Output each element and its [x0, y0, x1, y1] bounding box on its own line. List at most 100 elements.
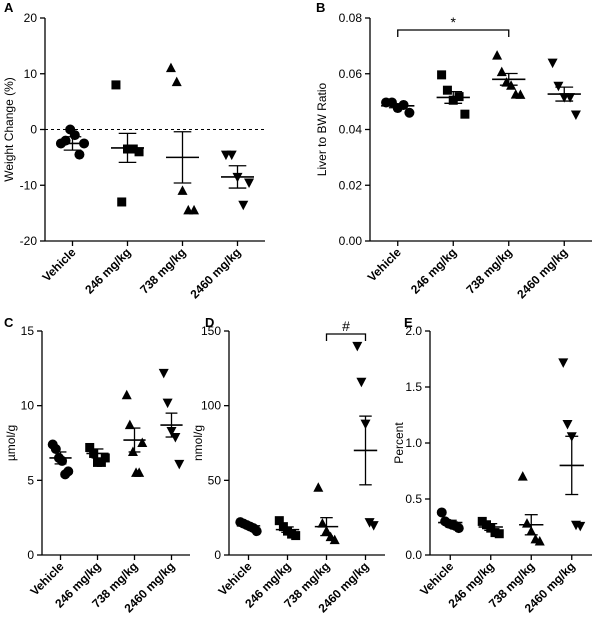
panel-b-x-tick-label: 246 mg/kg — [408, 245, 459, 296]
panel-c-y-axis-title: µmol/g — [4, 425, 18, 461]
panel-e-point-2460-mg-kg — [575, 521, 586, 532]
panel-b-significance-bracket — [397, 29, 510, 37]
panel-d-point-2460-mg-kg — [356, 377, 367, 388]
panel-d-y-tick-label: 100 — [201, 399, 221, 413]
panel-d-significance-bracket — [325, 333, 367, 341]
panel-c-point-2460-mg-kg — [162, 398, 173, 409]
panel-a-x-tick-label: 246 mg/kg — [82, 245, 133, 296]
panel-c-y-tick-label: 10 — [21, 399, 35, 413]
panel-c-point-vehicle — [63, 466, 74, 477]
panel-d-point-738-mg-kg — [313, 482, 324, 492]
panel-b-x-tick-label: 738 mg/kg — [463, 245, 514, 296]
panel-c-point-738-mg-kg — [134, 467, 145, 477]
panel-c-point-738-mg-kg — [127, 446, 138, 456]
panel-d-point-2460-mg-kg — [368, 521, 379, 531]
panel-d-letter: D — [205, 315, 214, 330]
panel-a: A -20 -10 0 10 20 Weight Change (%) Vehicle 246 … — [2, 0, 265, 301]
panel-b-y-tick-label: 0.00 — [339, 234, 363, 248]
panel-a-x-tick-label: Vehicle — [39, 245, 78, 284]
panel-a-point-vehicle — [74, 149, 85, 160]
panel-e-point-vehicle — [453, 523, 464, 534]
panel-a-point-246-mg-kg — [128, 144, 138, 154]
panel-e-y-axis-title: Percent — [392, 422, 406, 464]
panel-a-point-246-mg-kg — [117, 197, 127, 207]
panel-e-point-738-mg-kg — [521, 518, 532, 528]
panel-b-point-2460-mg-kg — [547, 58, 558, 69]
panel-a-y-tick-label: 10 — [24, 67, 38, 81]
panel-b-point-2460-mg-kg — [570, 110, 581, 120]
panel-a-point-738-mg-kg — [165, 62, 176, 73]
panel-e-point-738-mg-kg — [517, 471, 528, 481]
panel-a-y-axis-title: Weight Change (%) — [2, 77, 16, 182]
panel-c-y-tick-label: 5 — [27, 473, 34, 487]
panel-b-x-tick-label: Vehicle — [365, 245, 404, 284]
panel-a-point-738-mg-kg — [177, 185, 188, 195]
panel-a-point-246-mg-kg — [134, 147, 144, 157]
panel-d-x-tick-label: Vehicle — [215, 559, 254, 598]
panel-d-y-tick-label: 0 — [214, 548, 221, 562]
panel-a-y-tick-label: 0 — [30, 123, 37, 137]
panel-b-point-246-mg-kg — [460, 109, 470, 119]
panel-b-y-tick-label: 0.04 — [339, 123, 363, 137]
panel-b-y-tick-label: 0.06 — [339, 67, 363, 81]
panel-b-point-2460-mg-kg — [565, 93, 576, 103]
panel-b-point-738-mg-kg — [492, 50, 503, 60]
panel-a-y-tick-label: -10 — [20, 178, 38, 192]
panel-d-point-2460-mg-kg — [352, 341, 363, 352]
panel-a-point-vehicle — [69, 130, 80, 141]
panel-d-point-246-mg-kg — [274, 516, 284, 526]
panel-c-point-2460-mg-kg — [170, 433, 181, 443]
panel-a-point-2460-mg-kg — [238, 200, 249, 211]
panel-b: B 0.00 0.02 0.04 0.06 0.08 Liver to BW Ratio Ve… — [315, 0, 592, 301]
panel-e-point-738-mg-kg — [534, 536, 545, 546]
panel-a-y-tick-label: 20 — [24, 11, 38, 25]
panel-c-point-2460-mg-kg — [174, 459, 185, 470]
panel-e-x-tick-label: Vehicle — [417, 559, 456, 598]
panel-b-y-tick-label: 0.08 — [339, 11, 363, 25]
panel-c-y-tick-label: 0 — [27, 548, 34, 562]
panel-b-point-738-mg-kg — [515, 89, 526, 99]
panel-c-point-246-mg-kg — [100, 453, 110, 463]
panel-d-point-738-mg-kg — [317, 518, 328, 528]
panel-c-point-738-mg-kg — [124, 419, 135, 430]
panel-e-y-tick-label: 0.5 — [405, 492, 422, 506]
panel-c-point-738-mg-kg — [121, 389, 132, 400]
panel-e-point-2460-mg-kg — [558, 358, 569, 368]
panel-e-point-vehicle — [436, 507, 447, 518]
panel-c-y-tick-label: 15 — [21, 324, 35, 338]
panel-e-point-246-mg-kg — [494, 529, 504, 539]
panel-e-y-tick-label: 2.0 — [405, 324, 422, 338]
panel-b-letter: B — [316, 0, 325, 15]
panel-a-point-2460-mg-kg — [244, 178, 255, 188]
panel-d-point-2460-mg-kg — [364, 518, 375, 528]
panel-b-point-246-mg-kg — [437, 70, 447, 80]
panel-b-y-tick-label: 0.02 — [339, 178, 363, 192]
panel-b-point-246-mg-kg — [442, 85, 452, 95]
panel-c-point-2460-mg-kg — [158, 368, 169, 379]
panel-d-y-axis-title: nmol/g — [191, 425, 205, 461]
panel-a-letter: A — [4, 0, 14, 15]
panel-e-letter: E — [404, 315, 413, 330]
panel-e-y-tick-label: 1.5 — [405, 380, 422, 394]
panel-d-point-738-mg-kg — [329, 534, 340, 545]
panel-b-point-738-mg-kg — [496, 66, 507, 77]
panel-d-y-tick-label: 50 — [208, 473, 222, 487]
panel-b-point-246-mg-kg — [454, 92, 464, 102]
panel-b-x-tick-label: 2460 mg/kg — [514, 245, 570, 301]
panel-e-point-2460-mg-kg — [562, 419, 573, 430]
panel-a-x-tick-label: 738 mg/kg — [137, 245, 188, 296]
panel-b-significance-label: * — [451, 14, 457, 30]
panel-d-y-tick-label: 150 — [201, 324, 221, 338]
panel-c-letter: C — [4, 315, 14, 330]
panel-a-x-tick-label: 2460 mg/kg — [187, 245, 243, 301]
panel-a-y-tick-label: -20 — [20, 234, 38, 248]
panel-d-point-246-mg-kg — [291, 531, 301, 541]
panel-a-point-738-mg-kg — [189, 204, 200, 215]
panel-e-y-tick-label: 0.0 — [405, 548, 422, 562]
panel-c-point-738-mg-kg — [137, 437, 148, 447]
panel-c-point-246-mg-kg — [85, 442, 95, 452]
